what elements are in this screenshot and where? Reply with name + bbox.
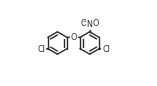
Text: O: O: [92, 19, 99, 28]
Text: O: O: [81, 19, 87, 28]
Text: −: −: [82, 18, 87, 23]
Text: N: N: [87, 20, 93, 29]
Text: O: O: [70, 33, 77, 42]
Text: Cl: Cl: [37, 45, 45, 54]
Text: Cl: Cl: [102, 45, 110, 54]
